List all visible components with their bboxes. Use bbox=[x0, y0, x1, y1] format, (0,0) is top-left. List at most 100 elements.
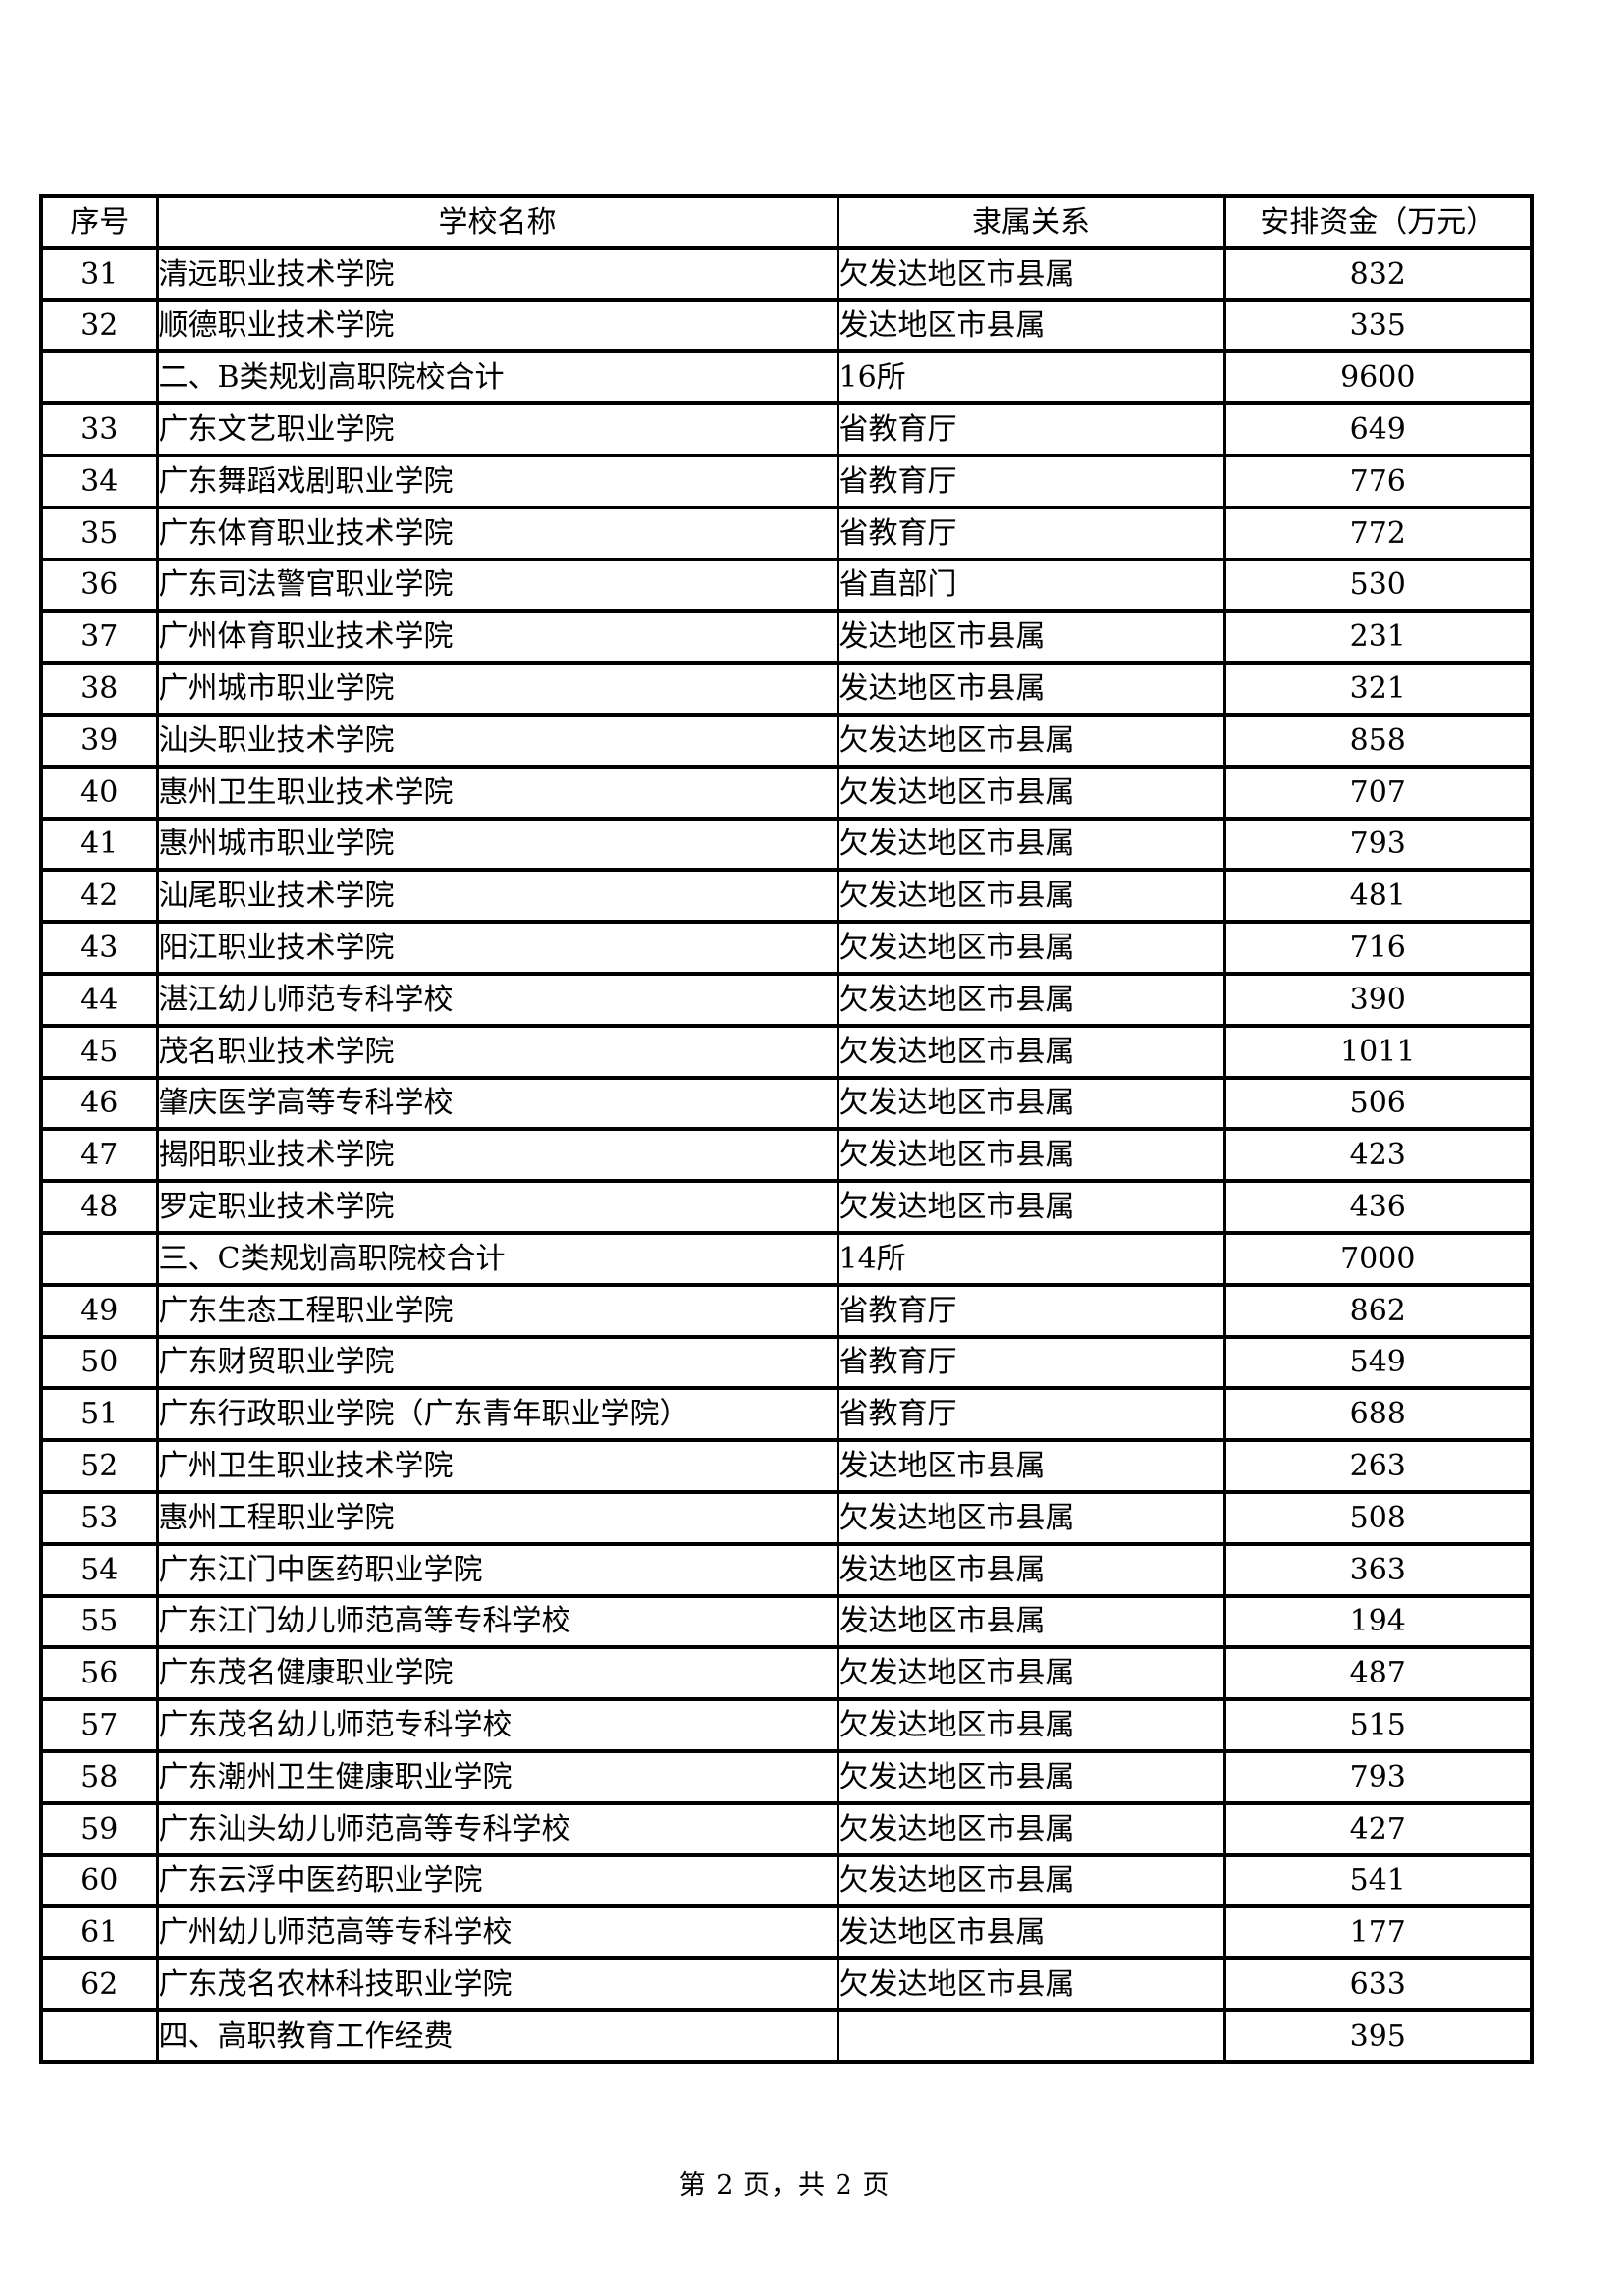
cell-amount: 549 bbox=[1222, 1334, 1534, 1391]
table-row: 55 广东江门幼儿师范高等专科学校 发达地区市县属 194 bbox=[39, 1593, 1534, 1650]
cell-school: 四、高职教育工作经费 bbox=[155, 2007, 839, 2064]
col-header-no: 序号 bbox=[39, 194, 159, 250]
cell-affiliation: 16所 bbox=[836, 349, 1226, 406]
cell-affiliation: 欠发达地区市县属 bbox=[836, 712, 1226, 769]
cell-affiliation: 发达地区市县属 bbox=[836, 297, 1226, 354]
cell-affiliation: 发达地区市县属 bbox=[836, 1593, 1226, 1650]
table-row: 34 广东舞蹈戏剧职业学院 省教育厅 776 bbox=[39, 453, 1534, 509]
cell-school: 广东舞蹈戏剧职业学院 bbox=[155, 453, 839, 509]
cell-school: 惠州工程职业学院 bbox=[155, 1489, 839, 1546]
table-row: 35 广东体育职业技术学院 省教育厅 772 bbox=[39, 505, 1534, 561]
cell-no: 47 bbox=[39, 1127, 159, 1184]
cell-amount: 508 bbox=[1222, 1489, 1534, 1546]
cell-school: 广东生态工程职业学院 bbox=[155, 1282, 839, 1339]
cell-affiliation: 欠发达地区市县属 bbox=[836, 816, 1226, 873]
cell-no: 44 bbox=[39, 971, 159, 1028]
cell-affiliation bbox=[836, 2007, 1226, 2064]
cell-no: 40 bbox=[39, 764, 159, 821]
cell-no: 48 bbox=[39, 1179, 159, 1235]
cell-school: 揭阳职业技术学院 bbox=[155, 1127, 839, 1184]
section-row: 二、B类规划高职院校合计 16所 9600 bbox=[39, 349, 1534, 406]
cell-school: 广东潮州卫生健康职业学院 bbox=[155, 1748, 839, 1805]
cell-affiliation: 发达地区市县属 bbox=[836, 1438, 1226, 1494]
table-row: 43 阳江职业技术学院 欠发达地区市县属 716 bbox=[39, 920, 1534, 976]
cell-no: 61 bbox=[39, 1904, 159, 1961]
cell-affiliation: 省教育厅 bbox=[836, 1334, 1226, 1391]
table-row: 31 清远职业技术学院 欠发达地区市县属 832 bbox=[39, 245, 1534, 302]
header-row: 序号 学校名称 隶属关系 安排资金（万元） bbox=[39, 194, 1534, 250]
cell-affiliation: 欠发达地区市县属 bbox=[836, 1645, 1226, 1702]
cell-school: 广东体育职业技术学院 bbox=[155, 505, 839, 561]
table-row: 61 广州幼儿师范高等专科学校 发达地区市县属 177 bbox=[39, 1904, 1534, 1961]
cell-no: 35 bbox=[39, 505, 159, 561]
table-row: 60 广东云浮中医药职业学院 欠发达地区市县属 541 bbox=[39, 1852, 1534, 1909]
cell-amount: 772 bbox=[1222, 505, 1534, 561]
cell-amount: 649 bbox=[1222, 401, 1534, 457]
table-row: 47 揭阳职业技术学院 欠发达地区市县属 423 bbox=[39, 1127, 1534, 1184]
table-row: 36 广东司法警官职业学院 省直部门 530 bbox=[39, 557, 1534, 614]
cell-affiliation: 发达地区市县属 bbox=[836, 661, 1226, 717]
cell-school: 惠州城市职业学院 bbox=[155, 816, 839, 873]
cell-amount: 832 bbox=[1222, 245, 1534, 302]
cell-school: 广东茂名农林科技职业学院 bbox=[155, 1956, 839, 2012]
cell-no: 34 bbox=[39, 453, 159, 509]
cell-school: 清远职业技术学院 bbox=[155, 245, 839, 302]
cell-school: 广东文艺职业学院 bbox=[155, 401, 839, 457]
cell-school: 二、B类规划高职院校合计 bbox=[155, 349, 839, 406]
cell-no: 42 bbox=[39, 868, 159, 925]
cell-no: 37 bbox=[39, 609, 159, 666]
cell-school: 广东汕头幼儿师范高等专科学校 bbox=[155, 1800, 839, 1857]
cell-amount: 530 bbox=[1222, 557, 1534, 614]
cell-affiliation: 欠发达地区市县属 bbox=[836, 1697, 1226, 1753]
cell-amount: 716 bbox=[1222, 920, 1534, 976]
cell-affiliation: 省直部门 bbox=[836, 557, 1226, 614]
cell-school: 广东江门中医药职业学院 bbox=[155, 1541, 839, 1598]
cell-amount: 515 bbox=[1222, 1697, 1534, 1753]
cell-no: 36 bbox=[39, 557, 159, 614]
section-row: 三、C类规划高职院校合计 14所 7000 bbox=[39, 1230, 1534, 1287]
cell-school: 惠州卫生职业技术学院 bbox=[155, 764, 839, 821]
cell-school: 广州卫生职业技术学院 bbox=[155, 1438, 839, 1494]
cell-no bbox=[39, 349, 159, 406]
table-row: 32 顺德职业技术学院 发达地区市县属 335 bbox=[39, 297, 1534, 354]
cell-amount: 633 bbox=[1222, 1956, 1534, 2012]
table-row: 57 广东茂名幼儿师范专科学校 欠发达地区市县属 515 bbox=[39, 1697, 1534, 1753]
cell-school: 阳江职业技术学院 bbox=[155, 920, 839, 976]
cell-affiliation: 欠发达地区市县属 bbox=[836, 1748, 1226, 1805]
cell-affiliation: 欠发达地区市县属 bbox=[836, 245, 1226, 302]
cell-school: 汕头职业技术学院 bbox=[155, 712, 839, 769]
table-header: 序号 学校名称 隶属关系 安排资金（万元） bbox=[39, 194, 1534, 250]
cell-no: 46 bbox=[39, 1075, 159, 1132]
cell-affiliation: 省教育厅 bbox=[836, 505, 1226, 561]
table-row: 49 广东生态工程职业学院 省教育厅 862 bbox=[39, 1282, 1534, 1339]
cell-school: 广东茂名健康职业学院 bbox=[155, 1645, 839, 1702]
cell-amount: 7000 bbox=[1222, 1230, 1534, 1287]
cell-school: 三、C类规划高职院校合计 bbox=[155, 1230, 839, 1287]
cell-no: 32 bbox=[39, 297, 159, 354]
cell-affiliation: 发达地区市县属 bbox=[836, 1904, 1226, 1961]
cell-no: 33 bbox=[39, 401, 159, 457]
col-header-school: 学校名称 bbox=[155, 194, 839, 250]
cell-amount: 541 bbox=[1222, 1852, 1534, 1909]
cell-school: 肇庆医学高等专科学校 bbox=[155, 1075, 839, 1132]
table-row: 53 惠州工程职业学院 欠发达地区市县属 508 bbox=[39, 1489, 1534, 1546]
cell-affiliation: 欠发达地区市县属 bbox=[836, 1023, 1226, 1080]
cell-amount: 506 bbox=[1222, 1075, 1534, 1132]
cell-amount: 793 bbox=[1222, 1748, 1534, 1805]
table-row: 59 广东汕头幼儿师范高等专科学校 欠发达地区市县属 427 bbox=[39, 1800, 1534, 1857]
cell-amount: 321 bbox=[1222, 661, 1534, 717]
cell-amount: 263 bbox=[1222, 1438, 1534, 1494]
table-row: 48 罗定职业技术学院 欠发达地区市县属 436 bbox=[39, 1179, 1534, 1235]
cell-no: 49 bbox=[39, 1282, 159, 1339]
table-row: 41 惠州城市职业学院 欠发达地区市县属 793 bbox=[39, 816, 1534, 873]
cell-amount: 177 bbox=[1222, 1904, 1534, 1961]
section-row: 四、高职教育工作经费 395 bbox=[39, 2007, 1534, 2064]
col-header-amount: 安排资金（万元） bbox=[1222, 194, 1534, 250]
cell-no: 53 bbox=[39, 1489, 159, 1546]
cell-no bbox=[39, 2007, 159, 2064]
cell-no: 57 bbox=[39, 1697, 159, 1753]
cell-affiliation: 省教育厅 bbox=[836, 1282, 1226, 1339]
cell-no: 39 bbox=[39, 712, 159, 769]
cell-affiliation: 发达地区市县属 bbox=[836, 609, 1226, 666]
cell-amount: 776 bbox=[1222, 453, 1534, 509]
